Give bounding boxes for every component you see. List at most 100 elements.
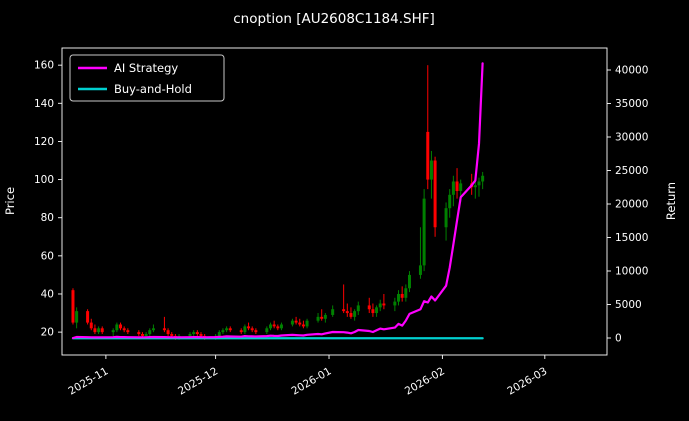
y-right-tick-label: 5000 [615,299,642,311]
candle-body [444,208,448,228]
candle-body [254,330,258,333]
candle-body [225,328,229,331]
candle-body [323,314,327,319]
candle-body [89,322,93,329]
legend: AI Strategy Buy-and-Hold [69,54,225,102]
candle-body [320,316,324,319]
y-right-tick-label: 15000 [615,232,648,244]
legend-label: AI Strategy [114,61,178,75]
axis-ticks: 20 40 60 80 100 120 140 160 0 5000 10000 15000 20000… [34,60,648,398]
candle-body [279,324,283,329]
y-left-tick-label: 20 [41,327,54,339]
y-right-tick-label: 10000 [615,266,648,278]
y-left-tick-label: 120 [34,136,54,148]
candle-body [71,290,75,323]
candle-body [393,301,397,306]
y-right-tick-label: 20000 [615,199,648,211]
candle-body [276,326,280,329]
candle-body [342,309,346,312]
x-tick-label: 2026-03 [505,365,549,397]
candle-body [400,293,404,298]
candle-body [140,334,144,336]
candle-body [250,328,254,331]
candle-body [243,326,247,333]
candle-body [367,305,371,310]
candle-body [375,307,379,314]
candle-body [100,328,104,333]
candle-body [221,330,225,333]
candle-body [378,303,382,308]
right-axis-label: Return [664,182,678,220]
y-left-tick-label: 40 [41,288,54,300]
y-right-tick-label: 30000 [615,132,648,144]
legend-box [69,54,225,102]
candle-body [349,313,353,317]
candle-body [166,330,170,335]
candle-body [170,334,174,336]
candle-body [316,316,320,321]
candle-body [371,309,375,314]
candle-body [426,131,430,180]
candle-body [294,320,298,323]
x-tick-label: 2025-12 [176,365,220,397]
chart-title: cnoption [AU2608C1184.SHF] [233,11,435,27]
candle-body [265,328,269,333]
plot-frame [61,47,608,356]
candle-body [228,328,232,331]
candle-body [481,175,485,182]
candle-body [122,328,126,331]
y-left-tick-label: 100 [34,174,54,186]
candle-body [298,322,302,325]
candle-body [353,311,357,317]
y-right-tick-label: 40000 [615,65,648,77]
candle-body [305,320,309,327]
candle-body [451,181,455,195]
legend-label: Buy-and-Hold [114,82,192,96]
candle-body [356,305,360,312]
y-left-tick-label: 60 [41,250,54,262]
candle-body [97,328,101,333]
candle-body [111,330,115,333]
candle-body [268,324,272,329]
candle-body [126,330,130,333]
candle-body [93,328,97,333]
candle-body [192,332,196,335]
y-left-tick-label: 160 [34,60,54,72]
candle-body [473,185,477,188]
candle-body [459,183,463,192]
y-left-tick-label: 80 [41,212,54,224]
candle-body [331,309,335,315]
ai-strategy-line [71,62,484,340]
y-left-tick-label: 140 [34,98,54,110]
candle-body [407,274,411,289]
candle-body [119,324,123,329]
candle-body [188,334,192,336]
x-tick-label: 2025-11 [66,365,110,397]
candlesticks [71,65,485,340]
candle-body [144,334,148,336]
candle-body [217,332,221,336]
candle-body [429,160,433,180]
y-right-tick-label: 25000 [615,165,648,177]
candle-body [75,311,79,323]
candle-body [137,332,141,335]
plot-area: 20 40 60 80 100 120 140 160 0 5000 10000 15000 20000… [34,47,648,398]
candle-body [195,332,199,335]
candle-body [448,194,452,209]
candle-body [247,326,251,329]
x-tick-label: 2026-02 [403,365,447,397]
candle-body [301,324,305,327]
candle-body [404,288,408,298]
candle-body [382,303,386,306]
candle-body [433,160,437,228]
y-right-tick-label: 35000 [615,98,648,110]
y-right-tick-label: 0 [615,333,622,345]
candle-body [477,181,481,186]
candle-body [422,198,426,266]
candle-body [418,265,422,275]
candle-body [272,324,276,327]
candle-body [199,334,203,336]
candle-body [148,330,152,335]
